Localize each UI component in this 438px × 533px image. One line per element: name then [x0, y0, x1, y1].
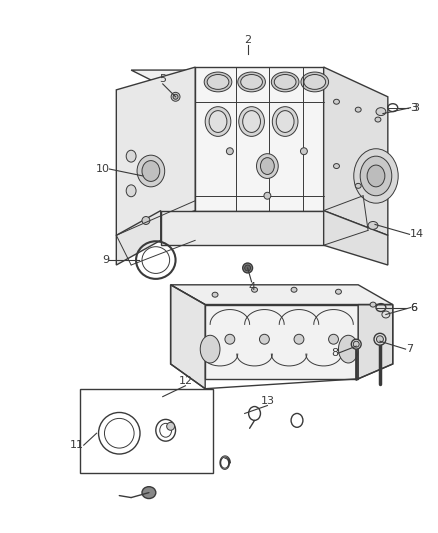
Ellipse shape — [370, 302, 376, 307]
Text: 2: 2 — [244, 35, 251, 45]
Ellipse shape — [360, 156, 392, 196]
Polygon shape — [205, 304, 358, 379]
Ellipse shape — [274, 75, 296, 90]
Ellipse shape — [171, 92, 180, 101]
Ellipse shape — [207, 75, 229, 90]
Ellipse shape — [212, 292, 218, 297]
Text: 5: 5 — [159, 74, 166, 84]
Ellipse shape — [333, 164, 339, 168]
Ellipse shape — [367, 165, 385, 187]
Ellipse shape — [353, 341, 359, 347]
Polygon shape — [131, 70, 383, 100]
Text: 6: 6 — [410, 303, 417, 312]
Polygon shape — [324, 67, 388, 236]
Ellipse shape — [243, 111, 261, 132]
Ellipse shape — [304, 75, 325, 90]
Text: 3: 3 — [410, 103, 417, 112]
Ellipse shape — [264, 192, 271, 199]
Ellipse shape — [368, 222, 378, 229]
Ellipse shape — [245, 265, 251, 271]
Text: 7: 7 — [406, 344, 413, 354]
Polygon shape — [195, 67, 324, 211]
Ellipse shape — [238, 72, 265, 92]
Ellipse shape — [328, 334, 339, 344]
Polygon shape — [324, 211, 388, 265]
Ellipse shape — [261, 158, 274, 174]
Ellipse shape — [377, 336, 383, 343]
Ellipse shape — [205, 107, 231, 136]
Ellipse shape — [300, 148, 307, 155]
Ellipse shape — [173, 94, 178, 99]
Text: 14: 14 — [410, 229, 424, 239]
Ellipse shape — [301, 72, 328, 92]
Text: 12: 12 — [178, 376, 192, 386]
Text: 13: 13 — [260, 395, 274, 406]
Ellipse shape — [225, 334, 235, 344]
Ellipse shape — [126, 185, 136, 197]
Ellipse shape — [272, 107, 298, 136]
Ellipse shape — [167, 422, 175, 430]
Ellipse shape — [226, 148, 233, 155]
Polygon shape — [358, 304, 393, 379]
Ellipse shape — [375, 117, 381, 122]
Ellipse shape — [209, 111, 227, 132]
Ellipse shape — [126, 150, 136, 162]
Polygon shape — [117, 211, 161, 265]
Text: 8: 8 — [331, 348, 339, 358]
Ellipse shape — [200, 335, 220, 363]
Ellipse shape — [333, 99, 339, 104]
Ellipse shape — [351, 339, 361, 349]
Bar — [80, 389, 213, 473]
Text: 4: 4 — [248, 282, 255, 292]
Text: 11: 11 — [70, 440, 84, 450]
Polygon shape — [161, 211, 324, 245]
Ellipse shape — [294, 334, 304, 344]
Text: 6: 6 — [410, 303, 417, 312]
Ellipse shape — [259, 334, 269, 344]
Ellipse shape — [291, 287, 297, 292]
Ellipse shape — [355, 107, 361, 112]
Ellipse shape — [142, 216, 150, 224]
Ellipse shape — [355, 183, 361, 188]
Ellipse shape — [241, 75, 262, 90]
Ellipse shape — [339, 335, 358, 363]
Ellipse shape — [204, 72, 232, 92]
Ellipse shape — [251, 287, 258, 292]
Ellipse shape — [271, 72, 299, 92]
Ellipse shape — [374, 333, 386, 345]
Ellipse shape — [257, 154, 278, 179]
Ellipse shape — [137, 155, 165, 187]
Ellipse shape — [142, 487, 156, 498]
Polygon shape — [171, 285, 393, 304]
Polygon shape — [171, 285, 205, 389]
Ellipse shape — [276, 111, 294, 132]
Text: 3: 3 — [413, 103, 420, 112]
Polygon shape — [117, 67, 195, 236]
Ellipse shape — [243, 263, 253, 273]
Ellipse shape — [142, 160, 160, 181]
Ellipse shape — [354, 149, 398, 203]
Ellipse shape — [239, 107, 265, 136]
Text: 9: 9 — [102, 255, 110, 265]
Text: 10: 10 — [95, 164, 110, 174]
Ellipse shape — [376, 108, 386, 116]
Ellipse shape — [336, 289, 342, 294]
